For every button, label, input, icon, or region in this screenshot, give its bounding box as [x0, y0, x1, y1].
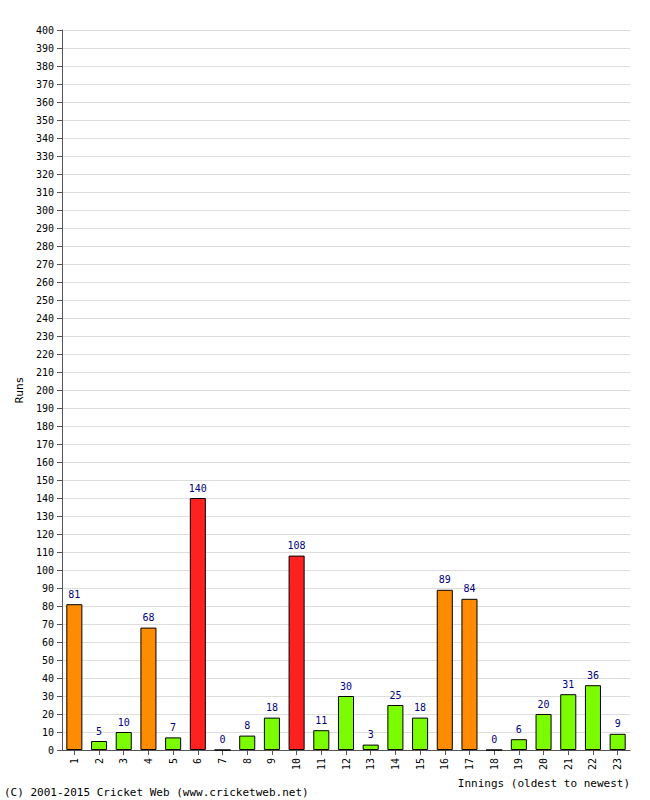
svg-text:20: 20 [538, 758, 549, 770]
svg-text:290: 290 [36, 223, 54, 234]
svg-text:0: 0 [48, 745, 54, 756]
svg-text:330: 330 [36, 151, 54, 162]
svg-text:300: 300 [36, 205, 54, 216]
svg-text:0: 0 [491, 734, 497, 745]
svg-text:23: 23 [612, 758, 623, 770]
svg-text:16: 16 [439, 758, 450, 770]
svg-text:108: 108 [288, 540, 306, 551]
svg-text:260: 260 [36, 277, 54, 288]
svg-text:18: 18 [266, 702, 278, 713]
svg-text:100: 100 [36, 565, 54, 576]
svg-text:220: 220 [36, 349, 54, 360]
svg-text:4: 4 [143, 758, 154, 764]
svg-text:17: 17 [464, 758, 475, 770]
svg-text:80: 80 [42, 601, 54, 612]
svg-text:60: 60 [42, 637, 54, 648]
svg-text:3: 3 [118, 758, 129, 764]
svg-text:14: 14 [390, 758, 401, 770]
svg-text:84: 84 [463, 583, 475, 594]
svg-text:68: 68 [142, 612, 154, 623]
svg-text:12: 12 [341, 758, 352, 770]
svg-text:6: 6 [192, 758, 203, 764]
svg-text:8: 8 [244, 720, 250, 731]
svg-text:10: 10 [291, 758, 302, 770]
svg-text:230: 230 [36, 331, 54, 342]
svg-text:7: 7 [170, 722, 176, 733]
svg-text:7: 7 [217, 758, 228, 764]
svg-text:150: 150 [36, 475, 54, 486]
svg-text:18: 18 [489, 758, 500, 770]
svg-text:360: 360 [36, 97, 54, 108]
svg-text:30: 30 [340, 681, 352, 692]
svg-text:270: 270 [36, 259, 54, 270]
svg-text:210: 210 [36, 367, 54, 378]
svg-text:140: 140 [189, 483, 207, 494]
svg-text:390: 390 [36, 43, 54, 54]
svg-text:10: 10 [118, 717, 130, 728]
svg-text:19: 19 [513, 758, 524, 770]
svg-text:180: 180 [36, 421, 54, 432]
svg-text:Innings (oldest to newest): Innings (oldest to newest) [458, 777, 630, 790]
svg-text:(C) 2001-2015 Cricket Web (www: (C) 2001-2015 Cricket Web (www.cricketwe… [4, 786, 309, 799]
svg-text:81: 81 [68, 589, 80, 600]
svg-text:190: 190 [36, 403, 54, 414]
svg-text:9: 9 [615, 718, 621, 729]
svg-text:21: 21 [563, 758, 574, 770]
svg-text:160: 160 [36, 457, 54, 468]
svg-text:13: 13 [365, 758, 376, 770]
svg-text:11: 11 [316, 758, 327, 770]
svg-text:170: 170 [36, 439, 54, 450]
svg-text:310: 310 [36, 187, 54, 198]
svg-text:250: 250 [36, 295, 54, 306]
svg-text:20: 20 [538, 699, 550, 710]
svg-text:2: 2 [94, 758, 105, 764]
svg-text:31: 31 [562, 679, 574, 690]
svg-text:200: 200 [36, 385, 54, 396]
svg-text:11: 11 [315, 715, 327, 726]
svg-text:120: 120 [36, 529, 54, 540]
svg-text:140: 140 [36, 493, 54, 504]
svg-text:110: 110 [36, 547, 54, 558]
svg-text:130: 130 [36, 511, 54, 522]
svg-text:Runs: Runs [13, 377, 26, 404]
svg-text:0: 0 [220, 734, 226, 745]
svg-text:6: 6 [516, 724, 522, 735]
svg-text:20: 20 [42, 709, 54, 720]
svg-text:3: 3 [368, 729, 374, 740]
svg-text:1: 1 [69, 758, 80, 764]
svg-text:280: 280 [36, 241, 54, 252]
svg-text:8: 8 [242, 758, 253, 764]
svg-text:320: 320 [36, 169, 54, 180]
svg-text:400: 400 [36, 25, 54, 36]
svg-text:9: 9 [266, 758, 277, 764]
svg-text:25: 25 [389, 690, 401, 701]
svg-text:5: 5 [168, 758, 179, 764]
svg-text:370: 370 [36, 79, 54, 90]
svg-text:89: 89 [439, 574, 451, 585]
svg-text:36: 36 [587, 670, 599, 681]
svg-text:30: 30 [42, 691, 54, 702]
svg-text:70: 70 [42, 619, 54, 630]
svg-text:15: 15 [415, 758, 426, 770]
svg-text:240: 240 [36, 313, 54, 324]
svg-text:50: 50 [42, 655, 54, 666]
svg-text:90: 90 [42, 583, 54, 594]
svg-text:40: 40 [42, 673, 54, 684]
svg-text:10: 10 [42, 727, 54, 738]
svg-text:340: 340 [36, 133, 54, 144]
svg-text:380: 380 [36, 61, 54, 72]
svg-text:22: 22 [587, 758, 598, 770]
svg-text:350: 350 [36, 115, 54, 126]
svg-text:5: 5 [96, 726, 102, 737]
svg-text:18: 18 [414, 702, 426, 713]
